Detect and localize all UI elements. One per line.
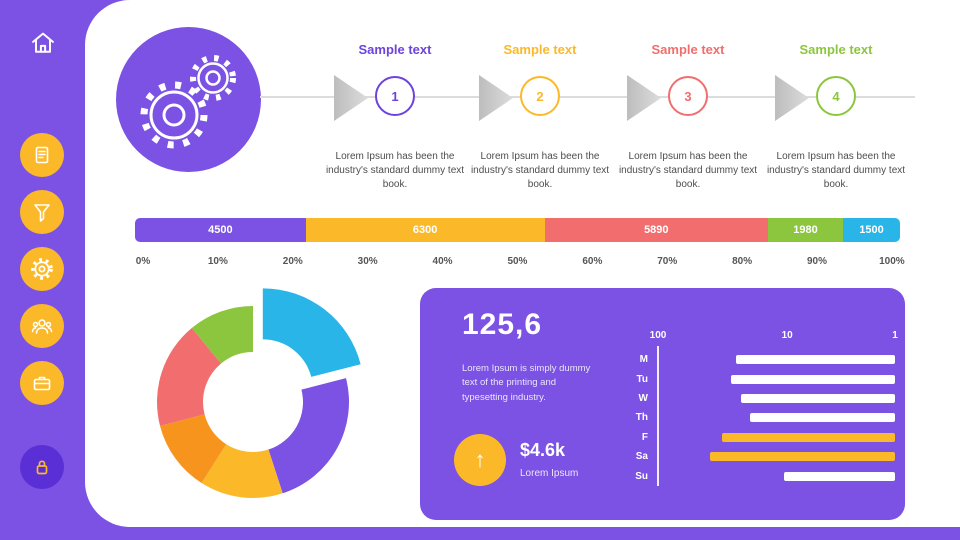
arrow-up-icon: ↑ (454, 434, 506, 486)
timeline-step: Sample text 1 Lorem Ipsum has been the i… (320, 42, 470, 214)
donut-slice (268, 378, 349, 494)
axis-tick: 70% (657, 256, 678, 267)
arrow-right-icon (479, 75, 513, 121)
stacked-bar-axis: 0% 10% 20% 30% 40% 50% 60% 70% 80% 90% 100% (123, 256, 912, 267)
axis-tick: 0% (135, 256, 151, 267)
sidebar (0, 0, 85, 540)
step-number: 2 (520, 76, 560, 116)
step-number: 1 (375, 76, 415, 116)
weekly-bar (750, 413, 895, 423)
donut-slice (191, 306, 253, 364)
weekly-bars (658, 350, 895, 486)
weekly-bar-row (658, 408, 895, 427)
donut-slice (157, 328, 222, 426)
arrow-right-icon (627, 75, 661, 121)
weekly-bar (710, 452, 895, 462)
users-icon[interactable] (20, 304, 64, 348)
step-description: Lorem Ipsum has been the industry's stan… (325, 151, 465, 190)
briefcase-icon[interactable] (20, 361, 64, 405)
donut-chart (157, 288, 361, 498)
axis-tick: 40% (432, 256, 453, 267)
timeline-step: Sample text 2 Lorem Ipsum has been the i… (465, 42, 615, 214)
weekly-axis-label: 10 (781, 330, 793, 341)
step-title: Sample text (651, 42, 725, 57)
arrow-right-icon (334, 75, 368, 121)
weekly-axis-label: 100 (649, 330, 667, 341)
axis-tick: 60% (582, 256, 603, 267)
document-icon[interactable] (20, 133, 64, 177)
weekly-bar-row (658, 466, 895, 485)
stacked-bar-segment: 6300 (305, 218, 545, 242)
weekly-bar (722, 432, 895, 442)
axis-tick: 30% (357, 256, 378, 267)
donut-slice (160, 414, 227, 484)
timeline-step: Sample text 3 Lorem Ipsum has been the i… (613, 42, 763, 214)
weekly-bar (783, 471, 895, 481)
weekly-axis-line (657, 346, 659, 486)
timeline-step: Sample text 4 Lorem Ipsum has been the i… (761, 42, 911, 214)
stacked-bar-segment: 1500 (843, 218, 900, 242)
stacked-bar: 4500 6300 5890 1980 1500 (135, 218, 900, 242)
axis-tick: 90% (807, 256, 828, 267)
weekly-axis-label: 1 (892, 330, 898, 341)
weekly-bar (736, 355, 895, 365)
weekly-bar-row (658, 389, 895, 408)
axis-tick: 80% (732, 256, 753, 267)
stats-panel: 125,6 Lorem Ipsum is simply dummy text o… (420, 288, 905, 520)
gears-badge (116, 27, 261, 172)
weekly-bar (731, 374, 895, 384)
weekday-label: W (638, 392, 648, 404)
stat-value: $4.6k (520, 440, 566, 460)
axis-tick: 20% (282, 256, 303, 267)
weekday-label: M (639, 354, 648, 366)
kpi-description: Lorem Ipsum is simply dummy text of the … (462, 363, 591, 403)
weekday-label: Th (635, 412, 648, 424)
stacked-bar-segment: 4500 (135, 218, 306, 242)
weekly-bar-row (658, 428, 895, 447)
donut-chart-wrap (133, 282, 373, 522)
step-description: Lorem Ipsum has been the industry's stan… (766, 151, 906, 190)
weekday-label: F (641, 431, 648, 443)
donut-slice (262, 288, 361, 377)
axis-tick: 100% (879, 256, 905, 267)
step-title: Sample text (799, 42, 873, 57)
step-title: Sample text (503, 42, 577, 57)
content-card: Sample text 1 Lorem Ipsum has been the i… (85, 0, 960, 527)
weekly-bar-row (658, 350, 895, 369)
weekday-label: Tu (636, 373, 648, 385)
gears-icon (140, 55, 236, 149)
stat-label: Lorem Ipsum (520, 468, 579, 479)
weekly-bar-row (658, 369, 895, 388)
weekday-label: Su (635, 470, 648, 482)
stacked-bar-segment: 1980 (768, 218, 844, 242)
weekday-label: Sa (635, 451, 648, 463)
axis-tick: 10% (207, 256, 228, 267)
step-title: Sample text (358, 42, 432, 57)
timeline-connector (260, 96, 915, 98)
gear-icon[interactable] (20, 247, 64, 291)
step-description: Lorem Ipsum has been the industry's stan… (618, 151, 758, 190)
axis-tick: 50% (507, 256, 528, 267)
weekly-bar-row (658, 447, 895, 466)
lock-icon[interactable] (20, 445, 64, 489)
weekly-bar (740, 393, 895, 403)
home-icon[interactable] (24, 24, 62, 62)
weekday-labels: M Tu W Th F Sa Su (618, 350, 648, 486)
weekly-axis: 100 10 1 (650, 330, 898, 344)
donut-slice (201, 444, 283, 498)
funnel-icon[interactable] (20, 190, 64, 234)
step-number: 4 (816, 76, 856, 116)
arrow-right-icon (775, 75, 809, 121)
step-description: Lorem Ipsum has been the industry's stan… (470, 151, 610, 190)
stacked-bar-segment: 5890 (544, 218, 768, 242)
step-number: 3 (668, 76, 708, 116)
kpi-number: 125,6 (462, 308, 543, 341)
